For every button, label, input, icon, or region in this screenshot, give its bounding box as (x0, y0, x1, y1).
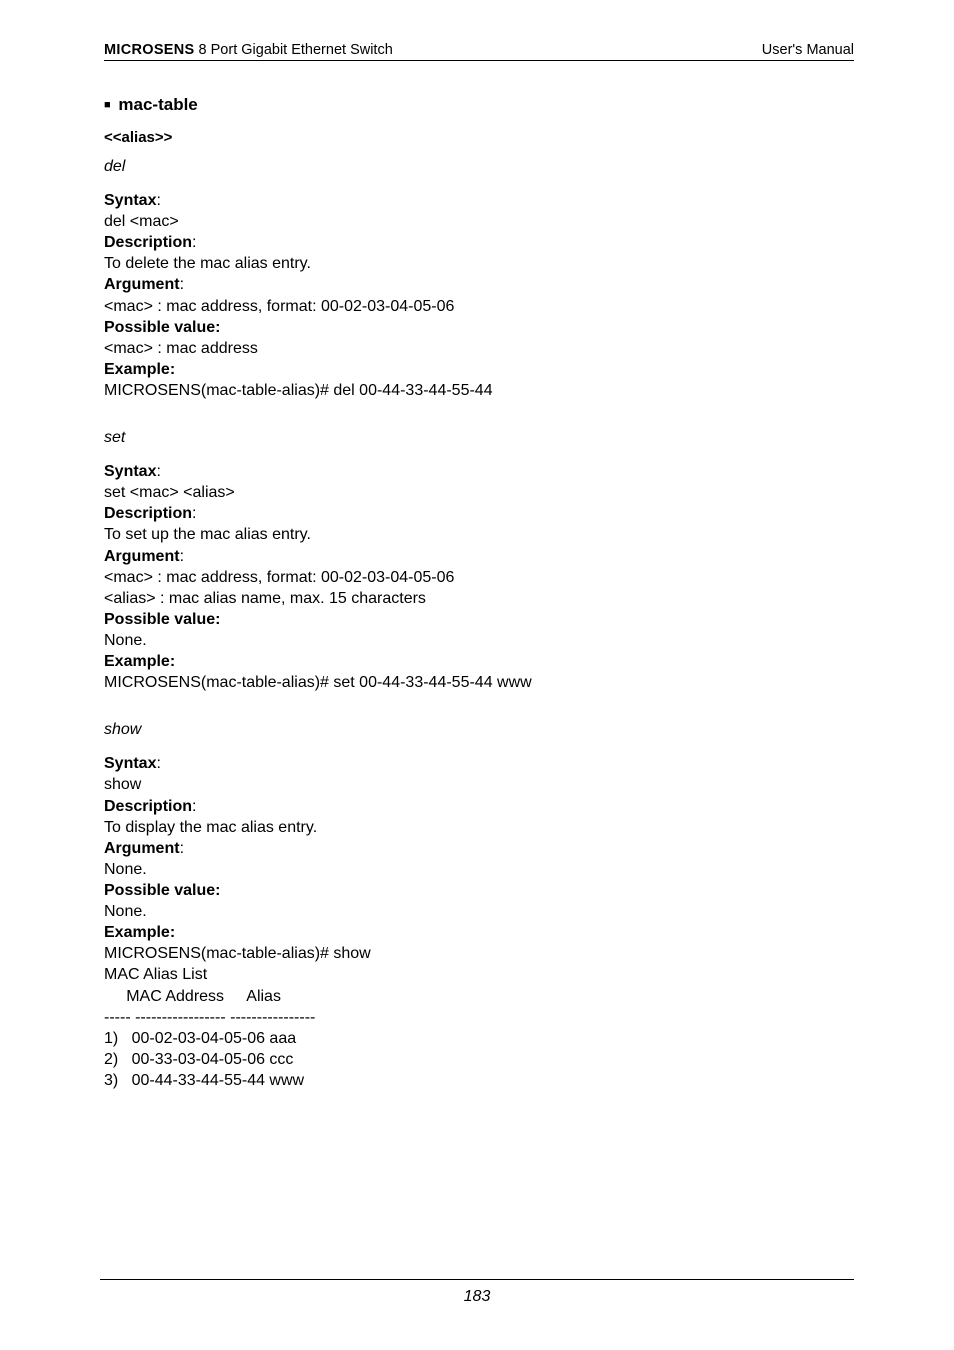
possible-value: None. (104, 632, 147, 649)
cmd-name: set (104, 429, 854, 447)
possible-value-label: Possible value: (104, 611, 221, 628)
cmd-block: Syntax: show Description: To display the… (104, 753, 854, 1091)
section-title-text: mac-table (118, 95, 197, 114)
example-line: 1) 00-02-03-04-05-06 aaa (104, 1030, 296, 1047)
header-right: User's Manual (762, 42, 854, 58)
page-header: MICROSENS 8 Port Gigabit Ethernet Switch… (104, 42, 854, 61)
square-bullet-icon: ■ (104, 99, 111, 111)
argument-label: Argument (104, 276, 180, 293)
example-label: Example: (104, 361, 175, 378)
cmd-name: del (104, 158, 854, 176)
argument-value: None. (104, 861, 147, 878)
cmd-name: show (104, 721, 854, 739)
example-label: Example: (104, 924, 175, 941)
example-line: ----- ----------------- ---------------- (104, 1009, 315, 1026)
example-label: Example: (104, 653, 175, 670)
syntax-value: del <mac> (104, 213, 179, 230)
example-line: 2) 00-33-03-04-05-06 ccc (104, 1051, 293, 1068)
argument-value: <mac> : mac address, format: 00-02-03-04… (104, 569, 454, 586)
syntax-label: Syntax (104, 192, 156, 209)
possible-value-label: Possible value: (104, 319, 221, 336)
example-line: MAC Alias List (104, 966, 207, 983)
example-line: MICROSENS(mac-table-alias)# show (104, 945, 371, 962)
footer-divider (100, 1279, 854, 1280)
syntax-value: set <mac> <alias> (104, 484, 235, 501)
possible-value-label: Possible value: (104, 882, 221, 899)
description-label: Description (104, 798, 192, 815)
page-footer: 183 (100, 1279, 854, 1306)
section-subhead: <<alias>> (104, 129, 854, 146)
header-left: MICROSENS 8 Port Gigabit Ethernet Switch (104, 42, 393, 58)
description-value: To delete the mac alias entry. (104, 255, 311, 272)
cmd-block: Syntax: set <mac> <alias> Description: T… (104, 461, 854, 693)
syntax-label: Syntax (104, 755, 156, 772)
brand: MICROSENS (104, 42, 195, 58)
possible-value: <mac> : mac address (104, 340, 258, 357)
example-line: MAC Address Alias (104, 988, 281, 1005)
syntax-label: Syntax (104, 463, 156, 480)
product: 8 Port Gigabit Ethernet Switch (195, 42, 393, 58)
example-line: 3) 00-44-33-44-55-44 www (104, 1072, 304, 1089)
section-title: ■ mac-table (104, 95, 854, 115)
syntax-value: show (104, 776, 141, 793)
possible-value: None. (104, 903, 147, 920)
example-line: MICROSENS(mac-table-alias)# del 00-44-33… (104, 382, 493, 399)
description-label: Description (104, 505, 192, 522)
argument-value: <alias> : mac alias name, max. 15 charac… (104, 590, 426, 607)
description-value: To set up the mac alias entry. (104, 526, 311, 543)
description-value: To display the mac alias entry. (104, 819, 317, 836)
argument-label: Argument (104, 548, 180, 565)
argument-label: Argument (104, 840, 180, 857)
argument-value: <mac> : mac address, format: 00-02-03-04… (104, 298, 454, 315)
example-line: MICROSENS(mac-table-alias)# set 00-44-33… (104, 674, 532, 691)
page-number: 183 (464, 1288, 491, 1305)
page-container: MICROSENS 8 Port Gigabit Ethernet Switch… (0, 0, 954, 1091)
cmd-block: Syntax: del <mac> Description: To delete… (104, 190, 854, 401)
description-label: Description (104, 234, 192, 251)
